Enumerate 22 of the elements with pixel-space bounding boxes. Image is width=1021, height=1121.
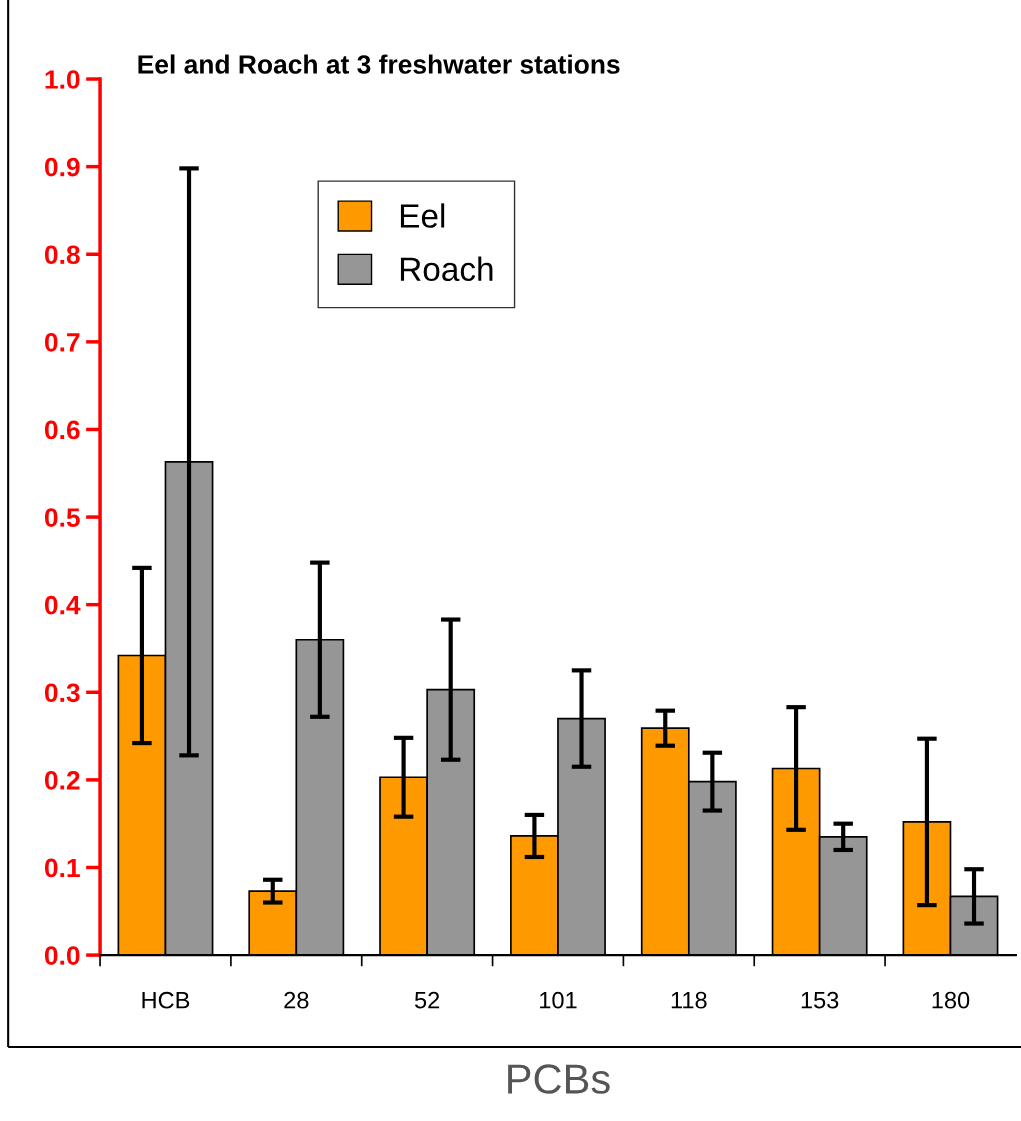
y-tick-label: 0.2: [44, 771, 80, 790]
x-tick-label: 180: [932, 991, 970, 1009]
y-tick-label: 0.9: [44, 157, 80, 177]
y-tick-label: 0.7: [44, 332, 80, 352]
x-axis-title: PCBs: [508, 1064, 610, 1094]
y-tick-label: 0.0: [44, 946, 80, 965]
y-tick-label: 0.8: [44, 245, 80, 265]
x-tick-label: 118: [671, 991, 707, 1009]
y-tick-label: 0.1: [44, 858, 80, 878]
y-tick-label: 0.6: [44, 420, 80, 440]
y-tick-label: 0.3: [44, 683, 80, 703]
x-tick-label: 52: [414, 991, 440, 1009]
legend-label: Roach: [400, 256, 493, 282]
y-tick-label: 0.4: [44, 595, 81, 615]
chart-title: Eel and Roach at 3 freshwater stations: [138, 54, 620, 74]
x-tick-label: 101: [540, 991, 577, 1009]
legend-label: Eel: [400, 203, 445, 228]
y-tick-label: 1.0: [45, 70, 80, 89]
y-tick-label: 0.5: [44, 508, 80, 527]
x-tick-label: HCB: [142, 991, 190, 1009]
x-tick-label: 153: [801, 991, 839, 1009]
x-tick-label: 28: [284, 991, 309, 1009]
